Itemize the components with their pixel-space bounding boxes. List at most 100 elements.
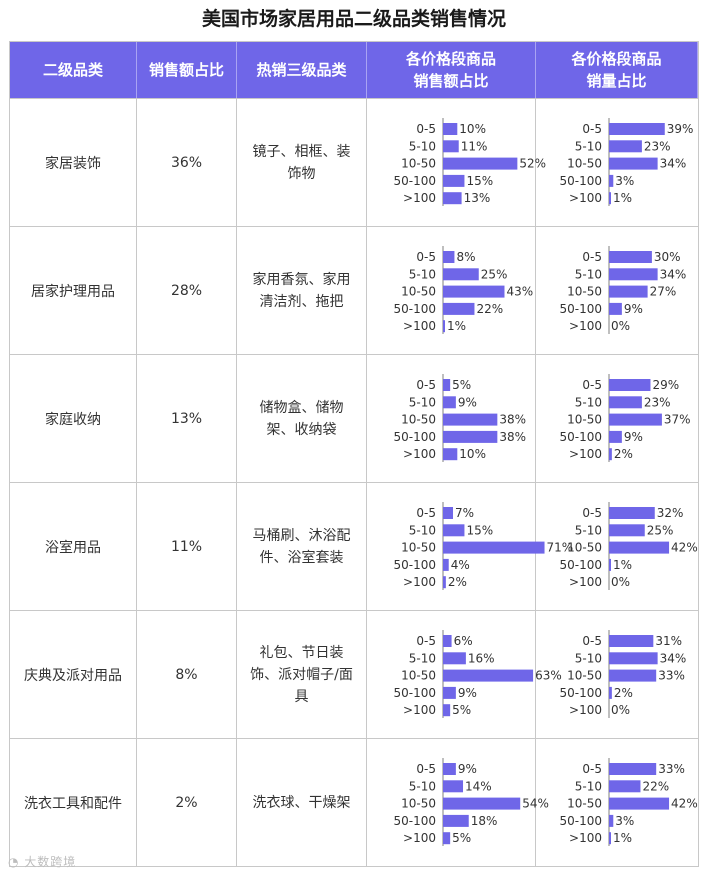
price-segment-label: 5-10: [409, 267, 436, 281]
volume-by-price-chart: 0-5 31% 5-10 34% 10-50 33% 50-100 2% >100 0%: [536, 610, 698, 738]
mini-bar-chart: 0-5 31% 5-10 34% 10-50 33% 50-100 2% >100 0%: [559, 630, 686, 718]
bar: [443, 430, 498, 443]
bar: [609, 780, 641, 793]
bar: [609, 157, 658, 170]
volume-by-price-chart: 0-5 30% 5-10 34% 10-50 27% 50-100 9% >100 0%: [536, 226, 698, 354]
price-segment-label: 50-100: [393, 558, 436, 572]
price-segment-label: 0-5: [416, 634, 436, 648]
price-segment-label: 0-5: [582, 250, 602, 264]
price-segment-label: 10-50: [567, 285, 602, 299]
bar: [609, 123, 665, 135]
bar: [609, 302, 622, 315]
hot-items-text: 储物盒、储物架、收纳袋: [259, 399, 344, 438]
share-cell: 36%: [137, 98, 237, 226]
hot-items-text: 礼包、节日装饰、派对帽子/面具: [250, 644, 353, 705]
price-segment-label: >100: [403, 831, 436, 845]
price-segment-label: 5-10: [409, 523, 436, 537]
mini-bar-chart: 0-5 6% 5-10 16% 10-50 63% 50-100 9% >100 5%: [393, 630, 562, 718]
volume-by-price-chart: 0-5 32% 5-10 25% 10-50 42% 50-100 1% >100 0%: [536, 482, 698, 610]
bar: [609, 140, 642, 153]
bar: [443, 140, 459, 153]
price-segment-label: 0-5: [582, 122, 602, 136]
share-cell: 28%: [137, 226, 237, 354]
price-segment-label: >100: [569, 703, 602, 717]
price-segment-label: 10-50: [401, 541, 436, 555]
volume-by-price-chart: 0-5 33% 5-10 22% 10-50 42% 50-100 3% >100 1%: [536, 738, 698, 866]
share-cell: 2%: [137, 738, 237, 866]
price-segment-label: 5-10: [409, 651, 436, 665]
bar: [443, 704, 451, 717]
price-segment-label: 0-5: [416, 250, 436, 264]
sales-share-value: 28%: [170, 282, 203, 299]
category-name: 家庭收纳: [45, 411, 101, 428]
bar-value-label: 5%: [452, 378, 471, 392]
price-segment-label: 0-5: [582, 762, 602, 776]
price-segment-label: 50-100: [559, 302, 602, 316]
hot-items-cell: 镜子、相框、装饰物: [237, 98, 367, 226]
mini-bar-chart: 0-5 32% 5-10 25% 10-50 42% 50-100 1% >100 0%: [559, 502, 698, 590]
bar: [443, 576, 446, 589]
bar: [443, 814, 469, 827]
bar-value-label: 38%: [499, 430, 526, 444]
bar-value-label: 1%: [613, 191, 632, 205]
bar-value-label: 54%: [522, 797, 549, 811]
bar-value-label: 25%: [481, 267, 508, 281]
price-segment-label: 0-5: [582, 634, 602, 648]
bar-value-label: 9%: [458, 686, 477, 700]
hot-items-cell: 家用香氛、家用清洁剂、拖把: [237, 226, 367, 354]
bar-value-label: 42%: [671, 541, 698, 555]
bar: [443, 174, 465, 187]
price-segment-label: >100: [569, 575, 602, 589]
price-segment-label: 10-50: [567, 669, 602, 683]
category-name: 浴室用品: [45, 539, 101, 556]
bar: [443, 268, 479, 281]
price-segment-label: 10-50: [401, 669, 436, 683]
category-table: 二级品类 销售额占比 热销三级品类 各价格段商品 销售额占比 各价格段商品 销量…: [9, 41, 699, 867]
sales-share-value: 13%: [170, 410, 203, 427]
hot-items-text: 洗衣球、干燥架: [252, 794, 351, 811]
bar-value-label: 42%: [671, 797, 698, 811]
price-segment-label: 10-50: [401, 413, 436, 427]
bar-value-label: 71%: [547, 541, 574, 555]
price-segment-label: 10-50: [401, 797, 436, 811]
price-segment-label: 0-5: [416, 378, 436, 392]
bar: [443, 192, 462, 205]
price-segment-label: 50-100: [559, 558, 602, 572]
bar: [443, 507, 454, 519]
page-title: 美国市场家居用品二级品类销售情况: [201, 8, 506, 30]
header-sales-by-price: 各价格段商品 销售额占比: [367, 42, 536, 98]
bar-value-label: 34%: [660, 157, 687, 171]
hot-items-text: 家用香氛、家用清洁剂、拖把: [252, 271, 351, 310]
bar-value-label: 6%: [454, 634, 473, 648]
bar-value-label: 5%: [452, 831, 471, 845]
bar: [609, 396, 642, 409]
sales-by-price-chart: 0-5 10% 5-10 11% 10-50 52% 50-100 15% >100 13%: [367, 98, 546, 226]
price-segment-label: 5-10: [409, 395, 436, 409]
header-sales-by-price-label: 各价格段商品 销售额占比: [405, 50, 496, 90]
category-cell: 居家护理用品: [10, 226, 137, 354]
bar: [609, 763, 657, 775]
bar-value-label: 9%: [458, 395, 477, 409]
price-segment-label: 10-50: [401, 157, 436, 171]
bar-value-label: 5%: [452, 703, 471, 717]
bar-value-label: 32%: [657, 506, 684, 520]
bar: [609, 524, 645, 537]
price-segment-label: 10-50: [401, 285, 436, 299]
bar-value-label: 13%: [464, 191, 491, 205]
mini-bar-chart: 0-5 33% 5-10 22% 10-50 42% 50-100 3% >100 1%: [559, 758, 698, 846]
bar: [609, 832, 611, 845]
hot-items-cell: 马桶刷、沐浴配件、浴室套装: [237, 482, 367, 610]
header-category-label: 二级品类: [42, 61, 103, 79]
bar-value-label: 33%: [658, 669, 685, 683]
bar: [609, 430, 622, 443]
category-name: 庆典及派对用品: [24, 667, 122, 684]
bar: [443, 797, 521, 810]
bar-value-label: 1%: [447, 319, 466, 333]
hot-items-text: 镜子、相框、装饰物: [252, 143, 351, 182]
bar: [443, 832, 451, 845]
bar-value-label: 3%: [615, 174, 634, 188]
mini-bar-chart: 0-5 30% 5-10 34% 10-50 27% 50-100 9% >100 0%: [559, 246, 686, 334]
bar-value-label: 16%: [468, 651, 495, 665]
mini-bar-chart: 0-5 10% 5-10 11% 10-50 52% 50-100 15% >100 13%: [393, 118, 546, 206]
mini-bar-chart: 0-5 8% 5-10 25% 10-50 43% 50-100 22% >100 1%: [393, 246, 533, 334]
